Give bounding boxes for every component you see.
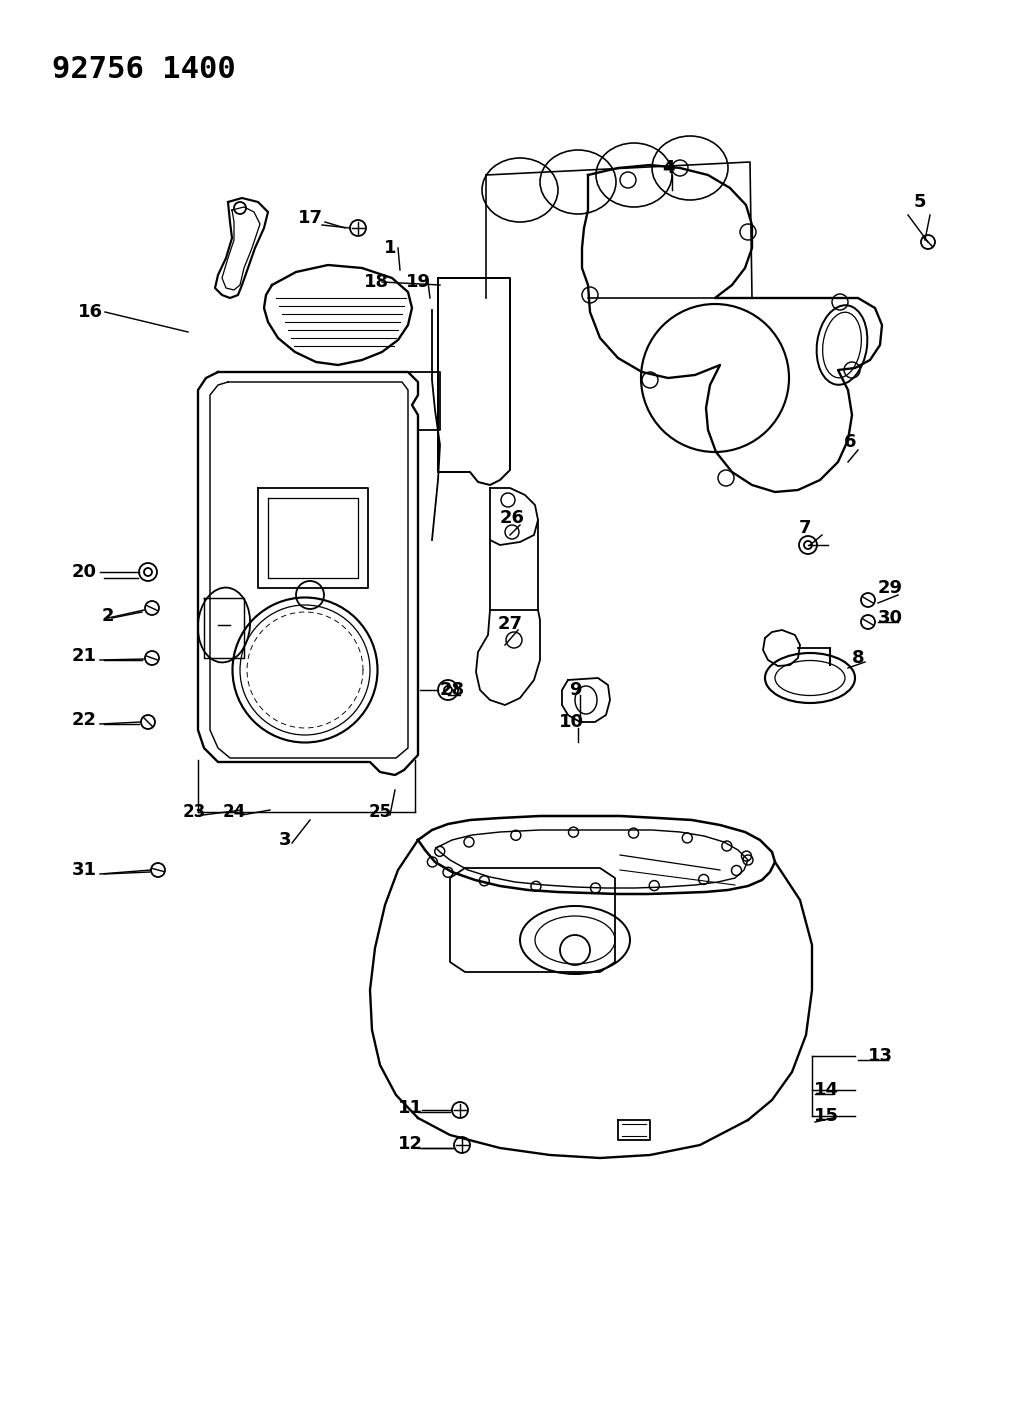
Text: 26: 26 <box>499 509 524 528</box>
Text: 20: 20 <box>71 563 96 581</box>
Text: 17: 17 <box>297 209 322 227</box>
Text: 15: 15 <box>813 1107 838 1125</box>
Text: 22: 22 <box>71 711 96 730</box>
Text: 24: 24 <box>223 803 246 821</box>
Text: 5: 5 <box>914 194 926 210</box>
Text: 12: 12 <box>398 1135 423 1153</box>
Text: 28: 28 <box>439 680 464 699</box>
Text: 6: 6 <box>843 434 856 450</box>
Text: 9: 9 <box>569 680 581 699</box>
Text: 31: 31 <box>71 861 96 880</box>
Text: 4: 4 <box>662 159 674 177</box>
Text: 18: 18 <box>364 274 388 290</box>
Text: 8: 8 <box>852 650 864 666</box>
Text: 13: 13 <box>867 1047 892 1065</box>
Text: 16: 16 <box>78 303 103 321</box>
Text: 10: 10 <box>558 713 583 731</box>
Text: 19: 19 <box>405 274 431 290</box>
Text: 1: 1 <box>383 239 396 257</box>
Text: 3: 3 <box>279 831 291 849</box>
Text: 30: 30 <box>877 609 902 627</box>
Text: 11: 11 <box>398 1099 423 1117</box>
Text: 14: 14 <box>813 1080 838 1099</box>
Text: 2: 2 <box>102 607 114 624</box>
Text: 27: 27 <box>497 615 522 633</box>
Text: 21: 21 <box>71 647 96 665</box>
Text: 92756 1400: 92756 1400 <box>52 55 236 84</box>
Text: 29: 29 <box>877 579 902 598</box>
Text: 7: 7 <box>799 519 811 537</box>
Text: 23: 23 <box>182 803 205 821</box>
Text: 25: 25 <box>369 803 392 821</box>
